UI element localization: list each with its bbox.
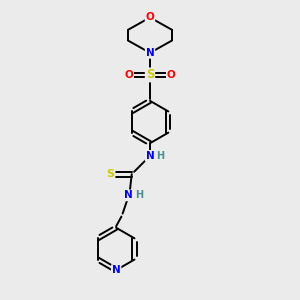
Text: H: H — [135, 190, 143, 200]
Text: S: S — [146, 68, 154, 81]
Text: N: N — [124, 190, 133, 200]
Text: O: O — [146, 13, 154, 22]
Text: N: N — [112, 265, 121, 275]
Text: O: O — [124, 70, 133, 80]
Text: H: H — [156, 151, 164, 161]
Text: N: N — [146, 151, 154, 161]
Text: N: N — [146, 48, 154, 58]
Text: O: O — [167, 70, 176, 80]
Text: S: S — [106, 169, 115, 179]
